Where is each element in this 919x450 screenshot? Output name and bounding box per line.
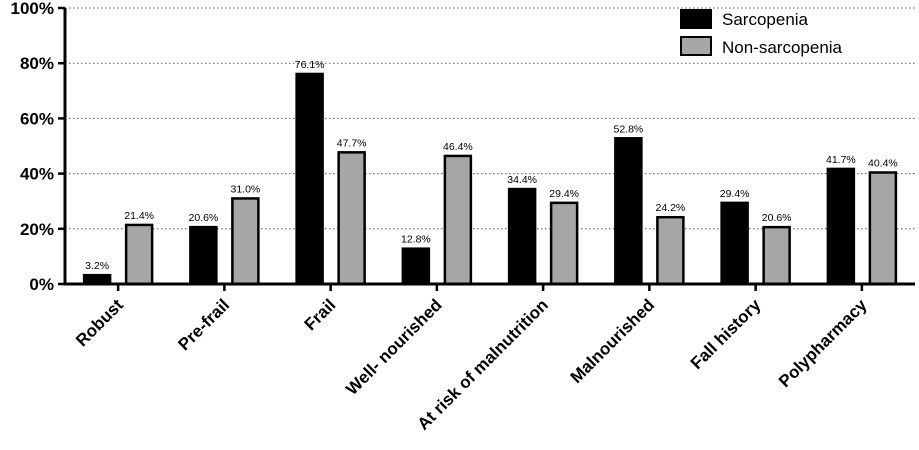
sarcopenia-value-label: 41.7% xyxy=(826,154,856,166)
sarcopenia-bar xyxy=(295,72,324,286)
y-tick-label: 40% xyxy=(20,165,54,184)
category-tick-label: Frail xyxy=(301,295,340,334)
sarcopenia-value-label: 52.8% xyxy=(613,123,643,135)
non-sarcopenia-bar xyxy=(231,197,260,286)
sarcopenia-value-label: 34.4% xyxy=(507,174,537,186)
category-tick-label: Polypharmacy xyxy=(775,295,871,391)
y-tick-label: 20% xyxy=(20,220,54,239)
data-labels: 3.2% 21.4% 20.6% 31.0% 76.1% 47.7% 12.8% 46.4% 3… xyxy=(85,59,898,272)
category-tick-label: Fall history xyxy=(687,295,765,373)
bars xyxy=(82,72,898,286)
category-tick-label: Robust xyxy=(72,295,127,350)
non-sarcopenia-value-label: 40.4% xyxy=(868,157,898,169)
non-sarcopenia-bar xyxy=(443,154,473,286)
legend-label-non-sarcopenia: Non-sarcopenia xyxy=(722,38,843,57)
non-sarcopenia-bar xyxy=(656,215,685,286)
category-tick-label: Well- nourished xyxy=(342,295,445,398)
non-sarcopenia-bar xyxy=(124,223,154,286)
non-sarcopenia-bar xyxy=(337,151,366,286)
non-sarcopenia-value-label: 21.4% xyxy=(124,210,154,222)
non-sarcopenia-value-label: 46.4% xyxy=(443,141,473,153)
non-sarcopenia-value-label: 20.6% xyxy=(762,212,792,224)
sarcopenia-value-label: 12.8% xyxy=(401,234,431,246)
legend-label-sarcopenia: Sarcopenia xyxy=(722,10,809,29)
non-sarcopenia-bar xyxy=(549,201,579,286)
sarcopenia-value-label: 29.4% xyxy=(720,188,750,200)
non-sarcopenia-bar xyxy=(762,225,791,286)
sarcopenia-bar xyxy=(507,187,537,286)
sarcopenia-value-label: 20.6% xyxy=(188,212,218,224)
legend-swatch-sarcopenia xyxy=(680,9,712,29)
sarcopenia-value-label: 3.2% xyxy=(85,260,109,272)
legend-swatch-non-sarcopenia xyxy=(680,36,712,56)
category-tick-label: Malnourished xyxy=(567,295,659,387)
sarcopenia-bar xyxy=(189,225,218,286)
y-tick-label: 80% xyxy=(20,54,54,73)
non-sarcopenia-value-label: 29.4% xyxy=(549,188,579,200)
non-sarcopenia-value-label: 47.7% xyxy=(337,137,367,149)
non-sarcopenia-bar xyxy=(868,171,898,286)
sarcopenia-bar xyxy=(614,137,643,286)
category-tick-label: Pre-frail xyxy=(174,295,233,354)
legend: Sarcopenia Non-sarcopenia xyxy=(680,9,843,57)
sarcopenia-value-label: 76.1% xyxy=(295,59,325,71)
y-tick-label: 0% xyxy=(29,275,54,294)
y-tick-label: 100% xyxy=(11,0,54,18)
sarcopenia-bar xyxy=(720,201,749,286)
non-sarcopenia-value-label: 24.2% xyxy=(655,202,685,214)
sarcopenia-bar xyxy=(401,247,431,286)
y-tick-label: 60% xyxy=(20,109,54,128)
sarcopenia-bar xyxy=(826,167,856,286)
non-sarcopenia-value-label: 31.0% xyxy=(230,183,260,195)
